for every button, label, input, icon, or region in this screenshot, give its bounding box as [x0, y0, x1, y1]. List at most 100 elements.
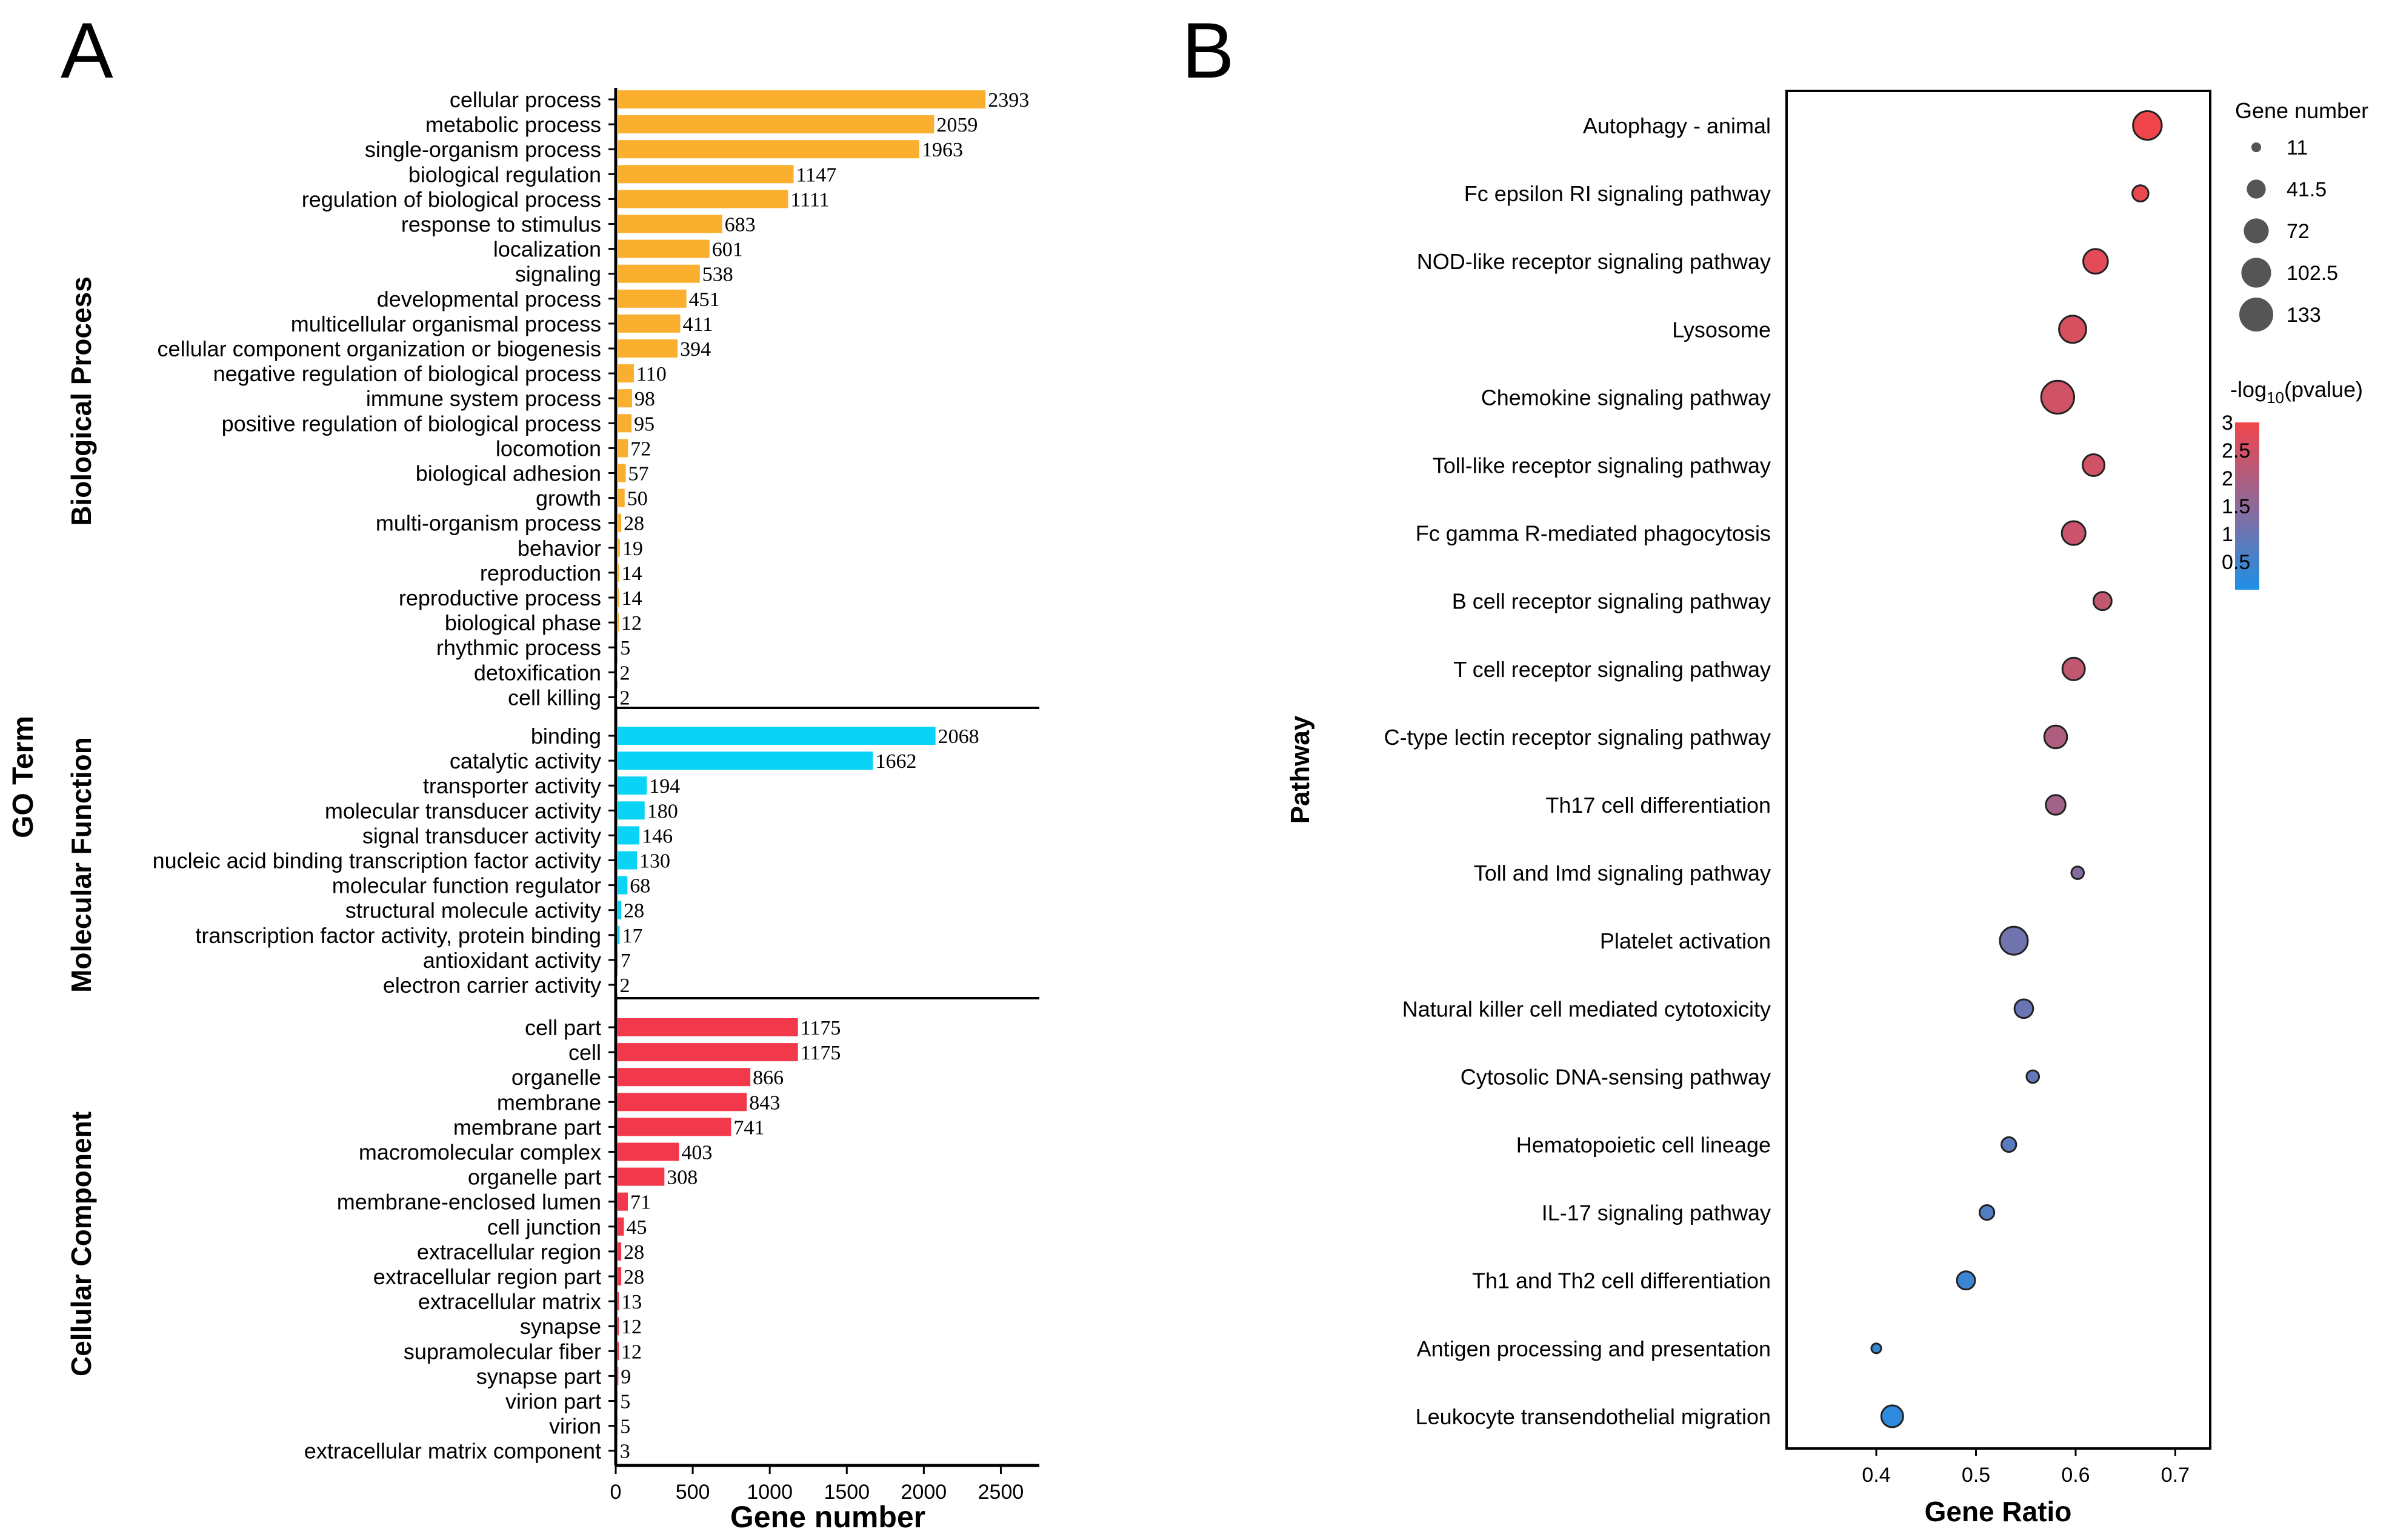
- category-label: reproductive process: [399, 585, 601, 610]
- value-label: 146: [642, 825, 673, 847]
- category-label: molecular function regulator: [332, 873, 601, 898]
- pathway-label: IL-17 signaling pathway: [1542, 1201, 1771, 1225]
- bar: [617, 439, 628, 458]
- pathway-label: NOD-like receptor signaling pathway: [1417, 249, 1771, 274]
- bar: [617, 663, 618, 682]
- category-label: metabolic process: [425, 112, 601, 137]
- value-label: 57: [628, 463, 648, 485]
- category-label: extracellular matrix: [418, 1289, 601, 1314]
- value-label: 1175: [801, 1042, 841, 1064]
- category-label: locomotion: [496, 436, 601, 461]
- category-label: single-organism process: [365, 137, 601, 162]
- pathway-label: Antigen processing and presentation: [1417, 1336, 1771, 1361]
- category-label: positive regulation of biological proces…: [222, 411, 601, 436]
- category-label: antioxidant activity: [423, 948, 601, 973]
- category-label: localization: [493, 237, 601, 262]
- category-label: cell killing: [508, 685, 601, 710]
- value-label: 14: [622, 562, 642, 585]
- panel-a-y-axis-title: GO Term: [7, 716, 39, 838]
- category-label: response to stimulus: [401, 212, 601, 237]
- category-label: growth: [536, 486, 601, 511]
- bar: [617, 752, 873, 770]
- value-label: 98: [635, 388, 655, 410]
- bar: [617, 1068, 751, 1087]
- size-legend-dot: [2241, 258, 2271, 288]
- category-label: behavior: [518, 536, 601, 561]
- bar: [617, 901, 622, 919]
- value-label: 13: [621, 1291, 642, 1313]
- size-legend-dot: [2251, 142, 2262, 153]
- bubble: [2058, 315, 2087, 344]
- pathway-label: Toll and Imd signaling pathway: [1474, 861, 1771, 885]
- bar: [617, 851, 638, 870]
- category-label: extracellular region: [417, 1239, 601, 1264]
- bar: [617, 1317, 619, 1336]
- pathway-label: Autophagy - animal: [1583, 113, 1771, 138]
- value-label: 71: [630, 1192, 651, 1214]
- bar: [617, 1416, 618, 1435]
- panel-b-x-axis-title: Gene Ratio: [1925, 1496, 2072, 1527]
- category-label: cellular component organization or bioge…: [158, 336, 601, 361]
- value-label: 28: [624, 1266, 644, 1288]
- bubble: [2061, 656, 2086, 681]
- x-tick-label: 500: [676, 1481, 710, 1504]
- bar: [617, 1242, 622, 1261]
- value-label: 28: [624, 513, 644, 535]
- category-label: membrane part: [453, 1115, 601, 1139]
- bar: [617, 1118, 731, 1136]
- bar: [617, 389, 632, 408]
- category-label: extracellular matrix component: [304, 1439, 601, 1464]
- pathway-label: Lysosome: [1672, 317, 1771, 342]
- category-label: regulation of biological process: [302, 187, 601, 212]
- size-legend-label: 133: [2287, 304, 2321, 327]
- bar: [617, 215, 722, 233]
- pathway-label: C-type lectin receptor signaling pathway: [1384, 725, 1771, 750]
- category-label: signaling: [515, 262, 601, 287]
- pathway-label: Hematopoietic cell lineage: [1516, 1133, 1771, 1158]
- bubble: [1978, 1204, 1996, 1221]
- bar: [617, 563, 619, 582]
- bar: [617, 801, 645, 820]
- group-label: Biological Process: [65, 276, 97, 526]
- group-label: Cellular Component: [65, 1112, 97, 1376]
- panel-a-x-axis-title: Gene number: [730, 1500, 925, 1534]
- value-label: 2: [620, 687, 630, 709]
- value-label: 194: [649, 775, 680, 798]
- bar: [617, 314, 681, 333]
- value-label: 601: [712, 239, 743, 261]
- bar: [617, 1142, 679, 1161]
- category-label: detoxification: [474, 660, 601, 685]
- bar: [617, 289, 687, 308]
- size-legend-dot: [2247, 179, 2266, 199]
- bubble: [1870, 1342, 1882, 1355]
- value-label: 451: [689, 288, 720, 311]
- bar: [617, 464, 626, 482]
- value-label: 843: [749, 1092, 780, 1114]
- category-label: transcription factor activity, protein b…: [195, 923, 601, 948]
- bar: [617, 876, 628, 895]
- category-label: biological regulation: [408, 162, 601, 187]
- value-label: 28: [624, 1241, 644, 1264]
- pathway-label: Th1 and Th2 cell differentiation: [1472, 1268, 1771, 1293]
- x-tick-label: 0.4: [1862, 1464, 1890, 1487]
- size-legend-dot: [2239, 298, 2273, 332]
- category-label: membrane-enclosed lumen: [337, 1190, 601, 1215]
- pathway-label: Toll-like receptor signaling pathway: [1433, 453, 1771, 478]
- color-legend-label: 3: [2222, 412, 2233, 435]
- bar: [617, 1441, 618, 1460]
- value-label: 403: [681, 1142, 712, 1164]
- bar: [617, 1392, 618, 1410]
- value-label: 1175: [801, 1017, 841, 1039]
- color-legend-label: 1.5: [2222, 495, 2250, 518]
- category-label: biological phase: [445, 610, 601, 635]
- pathway-label: Natural killer cell mediated cytotoxicit…: [1402, 996, 1771, 1021]
- bar: [617, 1217, 624, 1236]
- panel-a-label: A: [61, 6, 113, 95]
- color-legend-title: -log10(pvalue): [2230, 377, 2363, 407]
- value-label: 14: [622, 587, 642, 610]
- color-legend-title-suffix: (pvalue): [2284, 377, 2363, 402]
- value-label: 9: [621, 1365, 631, 1388]
- bubble: [2001, 1136, 2017, 1153]
- bar: [617, 190, 788, 208]
